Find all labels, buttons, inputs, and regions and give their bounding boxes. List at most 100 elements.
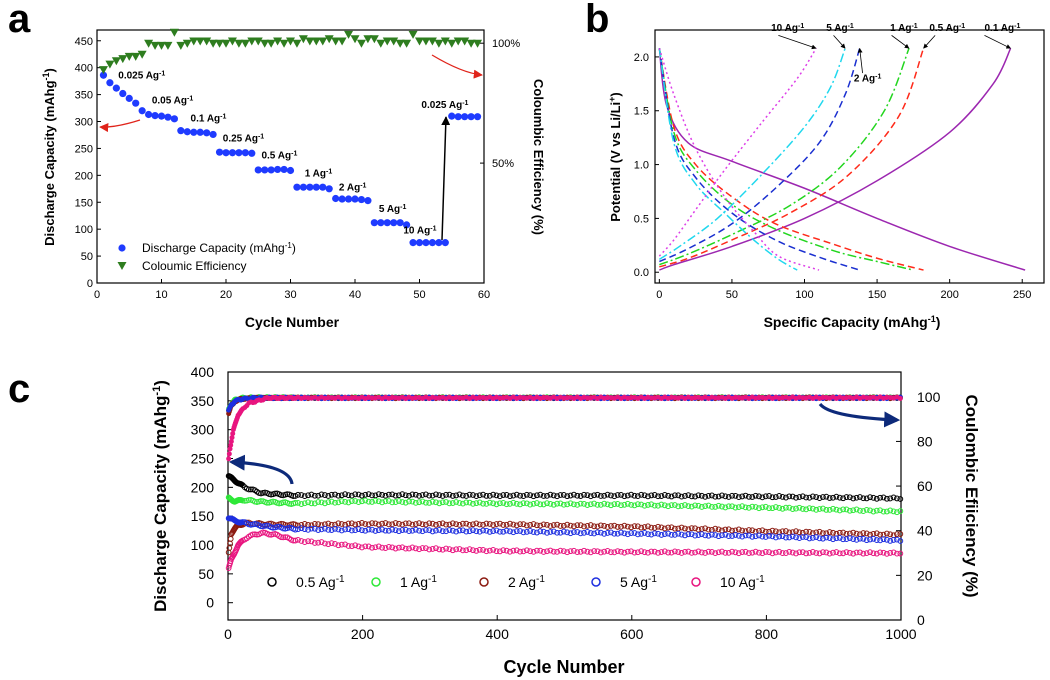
capacity-point xyxy=(883,530,890,537)
charge-curve xyxy=(659,48,925,268)
capacity-point xyxy=(655,502,661,509)
capacity-point xyxy=(527,528,534,534)
efficiency-point xyxy=(897,395,903,401)
capacity-point xyxy=(382,545,389,551)
capacity-point xyxy=(702,493,709,500)
capacity-point xyxy=(840,529,847,536)
capacity-point xyxy=(705,492,712,499)
capacity-point xyxy=(449,547,456,554)
capacity-point xyxy=(604,524,611,530)
capacity-point xyxy=(867,549,873,556)
capacity-point xyxy=(517,492,523,499)
capacity-point xyxy=(668,531,675,538)
efficiency-point xyxy=(98,66,108,75)
capacity-point xyxy=(138,107,146,115)
capacity-point xyxy=(574,501,581,508)
capacity-point xyxy=(278,492,285,499)
capacity-point xyxy=(591,492,598,499)
capacity-point xyxy=(476,521,483,528)
capacity-point xyxy=(490,546,497,553)
capacity-point xyxy=(631,502,638,509)
rate-annotation: 0.1 Ag-1 xyxy=(984,23,1020,35)
capacity-point xyxy=(628,530,635,536)
capacity-point xyxy=(338,527,345,534)
capacity-point xyxy=(399,491,406,498)
capacity-point xyxy=(671,492,678,499)
capacity-point xyxy=(897,508,904,514)
panel-c-y-ticks: 0 50 100 150 200 250 300 350 400 xyxy=(191,364,233,611)
capacity-point xyxy=(470,492,476,498)
legend-marker-capacity xyxy=(118,244,126,252)
capacity-point xyxy=(496,548,503,555)
capacity-point xyxy=(399,527,406,533)
capacity-point xyxy=(564,501,571,508)
capacity-point xyxy=(530,500,537,507)
efficiency-point xyxy=(356,39,366,48)
capacity-point xyxy=(280,499,287,506)
capacity-point xyxy=(584,522,591,529)
capacity-point xyxy=(897,496,904,502)
efficiency-point xyxy=(350,35,360,44)
rate-annotation: 5 Ag-1 xyxy=(379,203,407,215)
capacity-point xyxy=(786,534,793,541)
capacity-point xyxy=(382,527,389,534)
capacity-point xyxy=(695,502,702,509)
capacity-point xyxy=(725,533,732,540)
capacity-point xyxy=(382,492,389,499)
capacity-point xyxy=(813,494,820,500)
capacity-point xyxy=(362,491,369,498)
capacity-point xyxy=(732,532,739,538)
capacity-point xyxy=(769,550,776,557)
capacity-point xyxy=(783,504,789,511)
capacity-point xyxy=(658,524,665,531)
capacity-point xyxy=(513,491,520,498)
capacity-point xyxy=(476,492,483,499)
capacity-point xyxy=(537,491,544,498)
capacity-point xyxy=(708,531,715,538)
capacity-point xyxy=(645,549,651,556)
capacity-point xyxy=(752,492,759,499)
capacity-point xyxy=(873,550,880,557)
discharge-curve xyxy=(658,48,860,271)
efficiency-point xyxy=(363,35,373,44)
capacity-point xyxy=(439,520,446,527)
capacity-point xyxy=(712,493,719,500)
panel-a-y2-ticks: 100% 50% xyxy=(480,38,520,170)
y-tick-label: 100 xyxy=(191,537,215,553)
capacity-point xyxy=(527,548,534,555)
capacity-point xyxy=(426,520,433,527)
capacity-point xyxy=(655,523,661,530)
capacity-point xyxy=(372,544,379,551)
panel-b-frame xyxy=(654,29,1045,284)
capacity-point xyxy=(766,528,772,535)
capacity-point xyxy=(880,494,887,501)
capacity-point xyxy=(392,492,399,499)
capacity-point xyxy=(870,550,877,557)
y-tick-label: 0.0 xyxy=(634,267,649,279)
capacity-point xyxy=(322,540,328,547)
capacity-point xyxy=(685,503,692,510)
panel-a-legend: Discharge Capacity (mAhg-1) Coloumic Eff… xyxy=(117,241,296,273)
legend-label: 5 Ag-1 xyxy=(620,574,657,591)
capacity-point xyxy=(402,526,409,533)
capacity-point xyxy=(241,497,248,504)
capacity-point xyxy=(402,520,409,527)
annotation-pointer xyxy=(984,35,1012,49)
capacity-point xyxy=(527,522,534,528)
capacity-point xyxy=(581,523,587,530)
capacity-point xyxy=(772,528,779,535)
capacity-point xyxy=(443,491,449,498)
capacity-point xyxy=(537,547,544,554)
capacity-point xyxy=(688,549,695,556)
capacity-point xyxy=(99,71,108,79)
efficiency-point xyxy=(440,37,450,46)
capacity-point xyxy=(594,548,601,555)
capacity-point xyxy=(651,548,658,555)
capacity-point xyxy=(439,493,446,499)
capacity-point xyxy=(520,493,527,499)
efficiency-point xyxy=(286,37,295,46)
capacity-point xyxy=(769,533,776,540)
panel-a-arrow-right xyxy=(431,54,483,79)
capacity-point xyxy=(587,493,594,500)
capacity-point xyxy=(759,504,766,511)
